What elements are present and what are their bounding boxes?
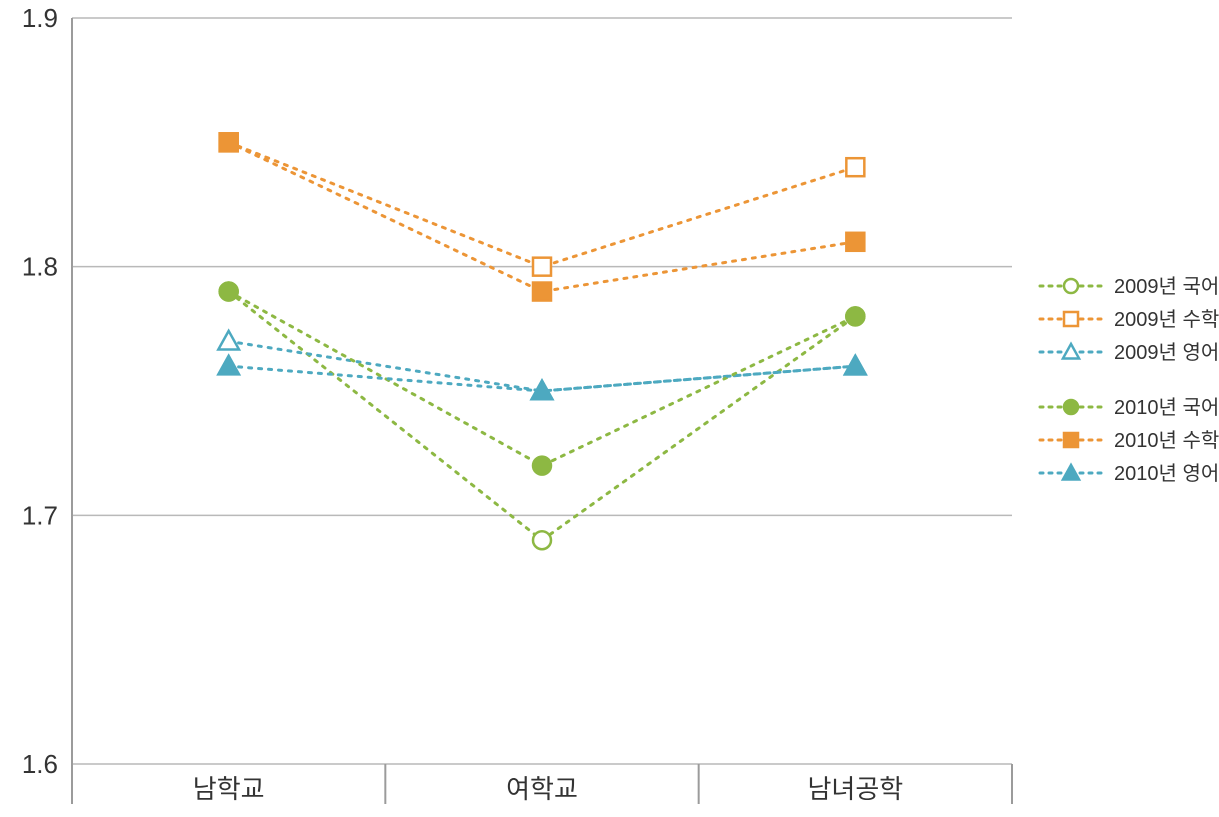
x-tick-label: 남녀공학 xyxy=(807,774,903,804)
y-tick-label: 1.9 xyxy=(22,3,58,33)
legend-label: 2010년 영어 xyxy=(1114,462,1219,485)
y-tick-label: 1.7 xyxy=(22,500,58,530)
line-chart: 1.6 1.7 1.8 1.9 남학교 여학교 남녀공학 2009년 국어 2009년 수학 20… xyxy=(0,0,1219,817)
legend-label: 2009년 영어 xyxy=(1114,341,1219,364)
y-tick-label: 1.6 xyxy=(22,749,58,779)
legend-label: 2009년 국어 xyxy=(1114,275,1219,298)
legend-label: 2010년 국어 xyxy=(1114,396,1219,419)
y-tick-label: 1.8 xyxy=(22,252,58,282)
legend-label: 2010년 수학 xyxy=(1114,429,1219,452)
x-tick-label: 여학교 xyxy=(506,774,578,804)
legend-label: 2009년 수학 xyxy=(1114,308,1219,331)
x-tick-label: 남학교 xyxy=(193,774,265,804)
